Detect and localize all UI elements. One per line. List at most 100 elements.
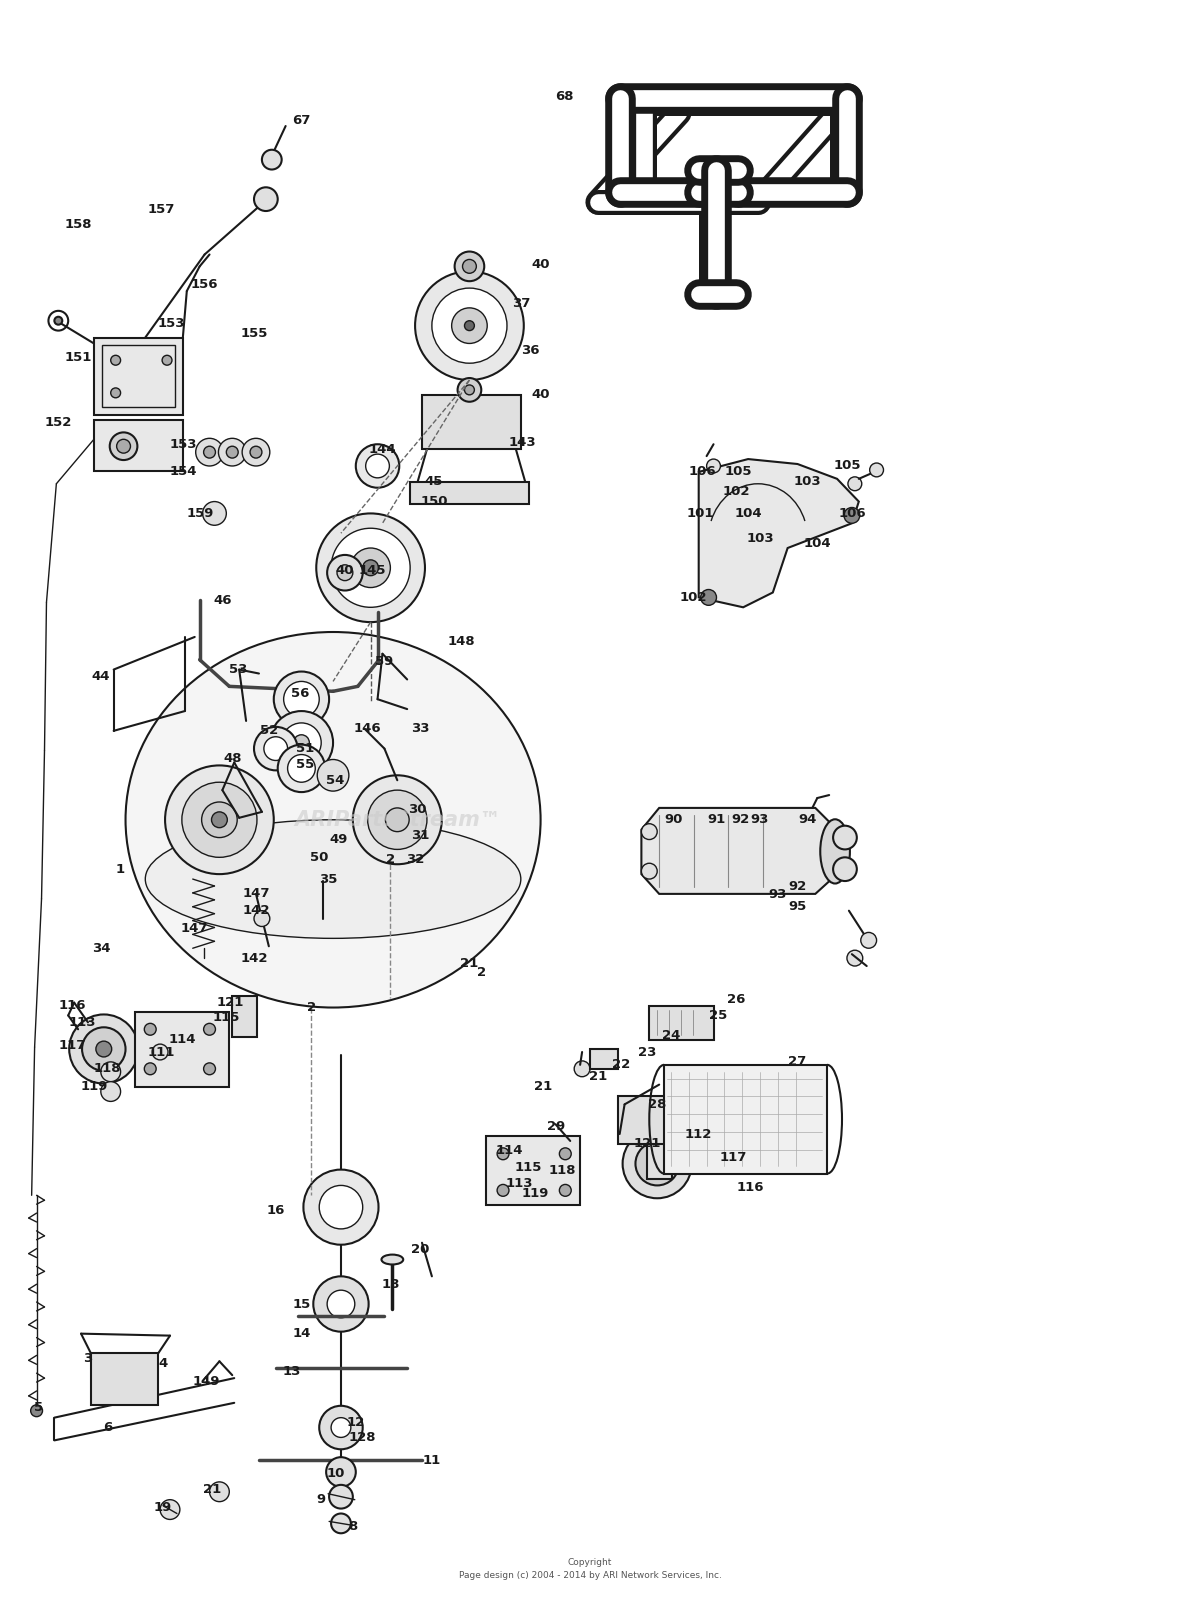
Circle shape — [454, 251, 484, 282]
Text: 147: 147 — [181, 922, 209, 935]
Text: 24: 24 — [662, 1029, 680, 1042]
Circle shape — [110, 432, 137, 459]
Text: 104: 104 — [734, 508, 762, 520]
Text: 152: 152 — [45, 416, 72, 429]
Text: 121: 121 — [634, 1137, 661, 1151]
Ellipse shape — [820, 820, 850, 884]
Circle shape — [303, 1170, 379, 1244]
Text: 2: 2 — [477, 967, 486, 980]
Text: 113: 113 — [68, 1017, 96, 1029]
Circle shape — [160, 1500, 179, 1519]
Text: 116: 116 — [59, 999, 86, 1012]
Text: 25: 25 — [709, 1009, 728, 1021]
Text: 156: 156 — [191, 277, 218, 291]
Text: 13: 13 — [282, 1364, 301, 1378]
Circle shape — [847, 951, 863, 965]
Bar — [94, 338, 183, 415]
Bar — [649, 1005, 714, 1041]
Circle shape — [314, 1276, 368, 1332]
Circle shape — [327, 1290, 355, 1318]
Circle shape — [111, 355, 120, 365]
Text: 92: 92 — [732, 813, 749, 826]
Text: 153: 153 — [157, 317, 185, 330]
Bar — [136, 1012, 229, 1087]
Text: ARIPartsStream™: ARIPartsStream™ — [294, 810, 500, 829]
Circle shape — [848, 477, 861, 490]
Circle shape — [860, 932, 877, 948]
Text: 119: 119 — [522, 1186, 550, 1199]
Text: 59: 59 — [375, 655, 394, 668]
Circle shape — [320, 1185, 362, 1230]
Text: 104: 104 — [804, 536, 831, 549]
Text: 51: 51 — [296, 743, 315, 756]
Text: 155: 155 — [241, 327, 268, 339]
Circle shape — [294, 735, 309, 751]
Circle shape — [111, 387, 120, 397]
Ellipse shape — [381, 1255, 404, 1265]
Text: 114: 114 — [168, 1033, 196, 1045]
Circle shape — [452, 307, 487, 344]
Circle shape — [254, 187, 277, 211]
Text: 35: 35 — [319, 873, 337, 885]
Circle shape — [204, 1023, 216, 1036]
Bar — [486, 1137, 581, 1206]
Text: 105: 105 — [833, 459, 860, 472]
Circle shape — [165, 765, 274, 874]
Text: 121: 121 — [217, 996, 244, 1009]
Circle shape — [332, 1513, 350, 1534]
Circle shape — [575, 1061, 590, 1077]
Circle shape — [368, 791, 427, 850]
Bar — [422, 395, 520, 450]
Text: 33: 33 — [411, 722, 430, 735]
Text: 113: 113 — [505, 1177, 532, 1190]
Text: 11: 11 — [422, 1454, 441, 1467]
Text: 40: 40 — [531, 258, 550, 271]
Circle shape — [283, 682, 320, 717]
Circle shape — [100, 1061, 120, 1082]
Text: 21: 21 — [203, 1483, 222, 1497]
Text: 119: 119 — [80, 1081, 107, 1093]
Circle shape — [316, 514, 425, 623]
Text: Page design (c) 2004 - 2014 by ARI Network Services, Inc.: Page design (c) 2004 - 2014 by ARI Netwo… — [459, 1571, 721, 1580]
Text: 102: 102 — [722, 485, 750, 498]
Text: 95: 95 — [788, 900, 807, 913]
Bar — [91, 1353, 158, 1404]
Circle shape — [332, 1417, 350, 1438]
Text: 92: 92 — [788, 881, 807, 893]
Text: 148: 148 — [447, 636, 476, 648]
Text: 115: 115 — [514, 1161, 543, 1174]
Text: 158: 158 — [65, 218, 92, 232]
Circle shape — [870, 463, 884, 477]
Text: 146: 146 — [354, 722, 381, 735]
Circle shape — [242, 439, 270, 466]
Circle shape — [254, 911, 270, 927]
Circle shape — [277, 744, 326, 792]
Circle shape — [218, 439, 247, 466]
Text: 40: 40 — [531, 389, 550, 402]
Text: 3: 3 — [84, 1351, 92, 1366]
Text: 157: 157 — [148, 203, 175, 216]
Text: 32: 32 — [406, 853, 425, 866]
Bar — [94, 419, 183, 471]
Text: 48: 48 — [223, 752, 242, 765]
Circle shape — [642, 863, 657, 879]
Text: 19: 19 — [153, 1502, 172, 1515]
Text: 112: 112 — [686, 1127, 713, 1140]
Text: 142: 142 — [242, 905, 270, 917]
Circle shape — [701, 589, 716, 605]
Text: 2: 2 — [386, 853, 395, 866]
Circle shape — [270, 711, 333, 775]
Text: 34: 34 — [92, 941, 110, 954]
Text: 150: 150 — [420, 495, 447, 508]
Circle shape — [833, 826, 857, 850]
Circle shape — [83, 1028, 125, 1071]
Text: 147: 147 — [242, 887, 270, 900]
Circle shape — [250, 447, 262, 458]
Bar — [648, 1138, 673, 1180]
Text: 55: 55 — [296, 757, 315, 772]
Circle shape — [203, 501, 227, 525]
Circle shape — [463, 259, 477, 274]
Bar — [411, 482, 529, 504]
Circle shape — [210, 1483, 229, 1502]
Circle shape — [202, 802, 237, 837]
